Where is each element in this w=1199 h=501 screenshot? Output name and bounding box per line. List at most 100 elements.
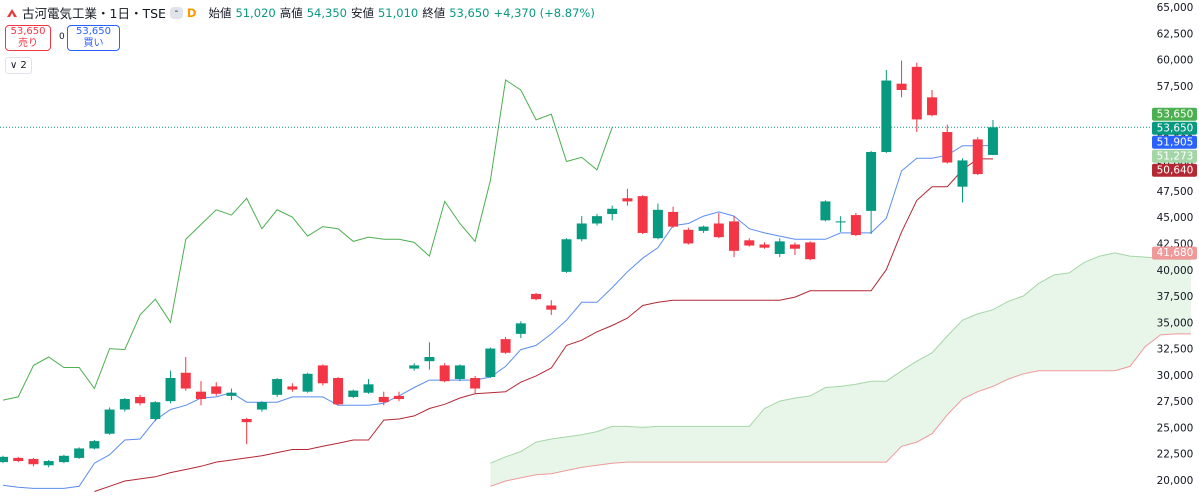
candle-body [43,461,54,466]
candle-body [241,419,252,423]
toggle[interactable]: - [169,6,183,19]
y-tick-label: 37,500 [1157,291,1194,303]
candle-body [485,348,496,377]
candle-body [515,323,526,334]
candle-body [622,198,633,202]
candle-body [119,399,130,410]
candle-body [911,66,922,120]
sell-button[interactable]: 53,650 売り [5,25,51,51]
candle-body [363,384,374,393]
candle-body [713,223,724,238]
candle-body [987,127,998,155]
candle-body [28,458,39,465]
price-label: 51,273 [1157,150,1194,162]
indicator-line [94,158,993,492]
indicator-toggle[interactable]: ∨ 2 [5,57,32,74]
candle-body [576,223,587,240]
y-tick-label: 65,000 [1157,2,1194,14]
candle-body [607,208,618,215]
spread: 0 [59,32,65,42]
y-tick-label: 60,000 [1157,55,1194,67]
candle-body [820,201,831,221]
value: 53,650 [449,5,490,20]
price-label: 53,650 [1157,122,1194,134]
y-tick-label: 47,500 [1157,186,1194,198]
candle-body [729,221,740,251]
candle-body [972,139,983,175]
candle-body [683,229,694,244]
candle-body [378,396,389,403]
badge: D [186,5,197,20]
candle-body [287,386,298,390]
y-tick-label: 62,500 [1157,28,1194,40]
candle-body [180,372,191,389]
legend-header: 古河電気工業・1日・TSE - D 始値 51,020 高値 54,350 安値 51… [6,3,595,22]
candle-body [135,396,146,404]
value: 51,020 [235,5,276,20]
candle-body [333,378,344,405]
candle-body [759,244,770,248]
candle-body [165,378,176,402]
candle-body [439,365,450,382]
candle-body [195,391,206,400]
y-tick-label: 32,500 [1157,344,1194,356]
candle-body [835,221,846,223]
label: 始値 [208,5,232,20]
price-label-bg [1152,107,1197,121]
y-tick-label: 30,000 [1157,370,1194,382]
y-tick-label: 22,500 [1157,449,1194,461]
label: 終値 [422,5,446,20]
candle-body [89,441,100,449]
indicator-line [2,79,613,401]
span-a-line [490,252,1191,464]
candle-body [272,379,283,395]
y-tick-label: 40,000 [1157,265,1194,277]
candle-body [74,448,85,458]
price-label-bg [1152,163,1197,177]
candle-body [850,215,861,236]
value: 54,350 [306,5,347,20]
candle-body [150,402,161,420]
candle-body [591,216,602,224]
label: 売り [18,38,38,49]
price-label: 41,680 [1157,247,1194,259]
candle-body [348,390,359,397]
price: 53,650 [76,26,111,37]
candle-body [546,305,557,310]
price-label: 51,905 [1157,136,1194,148]
candle-body [668,211,679,227]
price-label-bg [1152,149,1197,163]
candle-body [470,378,481,389]
candle-body [637,196,648,233]
price: 53,650 [10,26,46,37]
y-tick-label: 57,500 [1157,81,1194,93]
candle-body [424,356,435,362]
label: 安値 [350,5,374,20]
buy-button[interactable]: 53,650 買い [67,25,120,51]
candle-body [454,365,465,380]
change: +4,370 (+8.87%) [493,5,595,20]
y-tick-label: 35,000 [1157,317,1194,329]
candle-body [211,386,222,394]
label: 買い [83,38,104,49]
candle-body [409,365,420,369]
candle-body [500,339,511,353]
price-label-bg [1152,121,1197,135]
price-label-bg [1152,246,1197,260]
logo [7,8,17,17]
y-tick-label: 20,000 [1157,475,1194,487]
cloud [490,252,1191,487]
candle-body [13,457,24,462]
candle-body [789,244,800,249]
candle-body [104,409,115,434]
candle-body [942,132,953,163]
candle-body [226,392,237,396]
candle-body [58,455,69,463]
count: 2 [20,60,27,71]
candle-body [561,239,572,272]
price-label: 53,650 [1157,108,1194,120]
symbol[interactable]: 古河電気工業・1日・TSE [22,6,166,21]
candle-body [256,402,267,410]
candle-body [652,209,663,239]
